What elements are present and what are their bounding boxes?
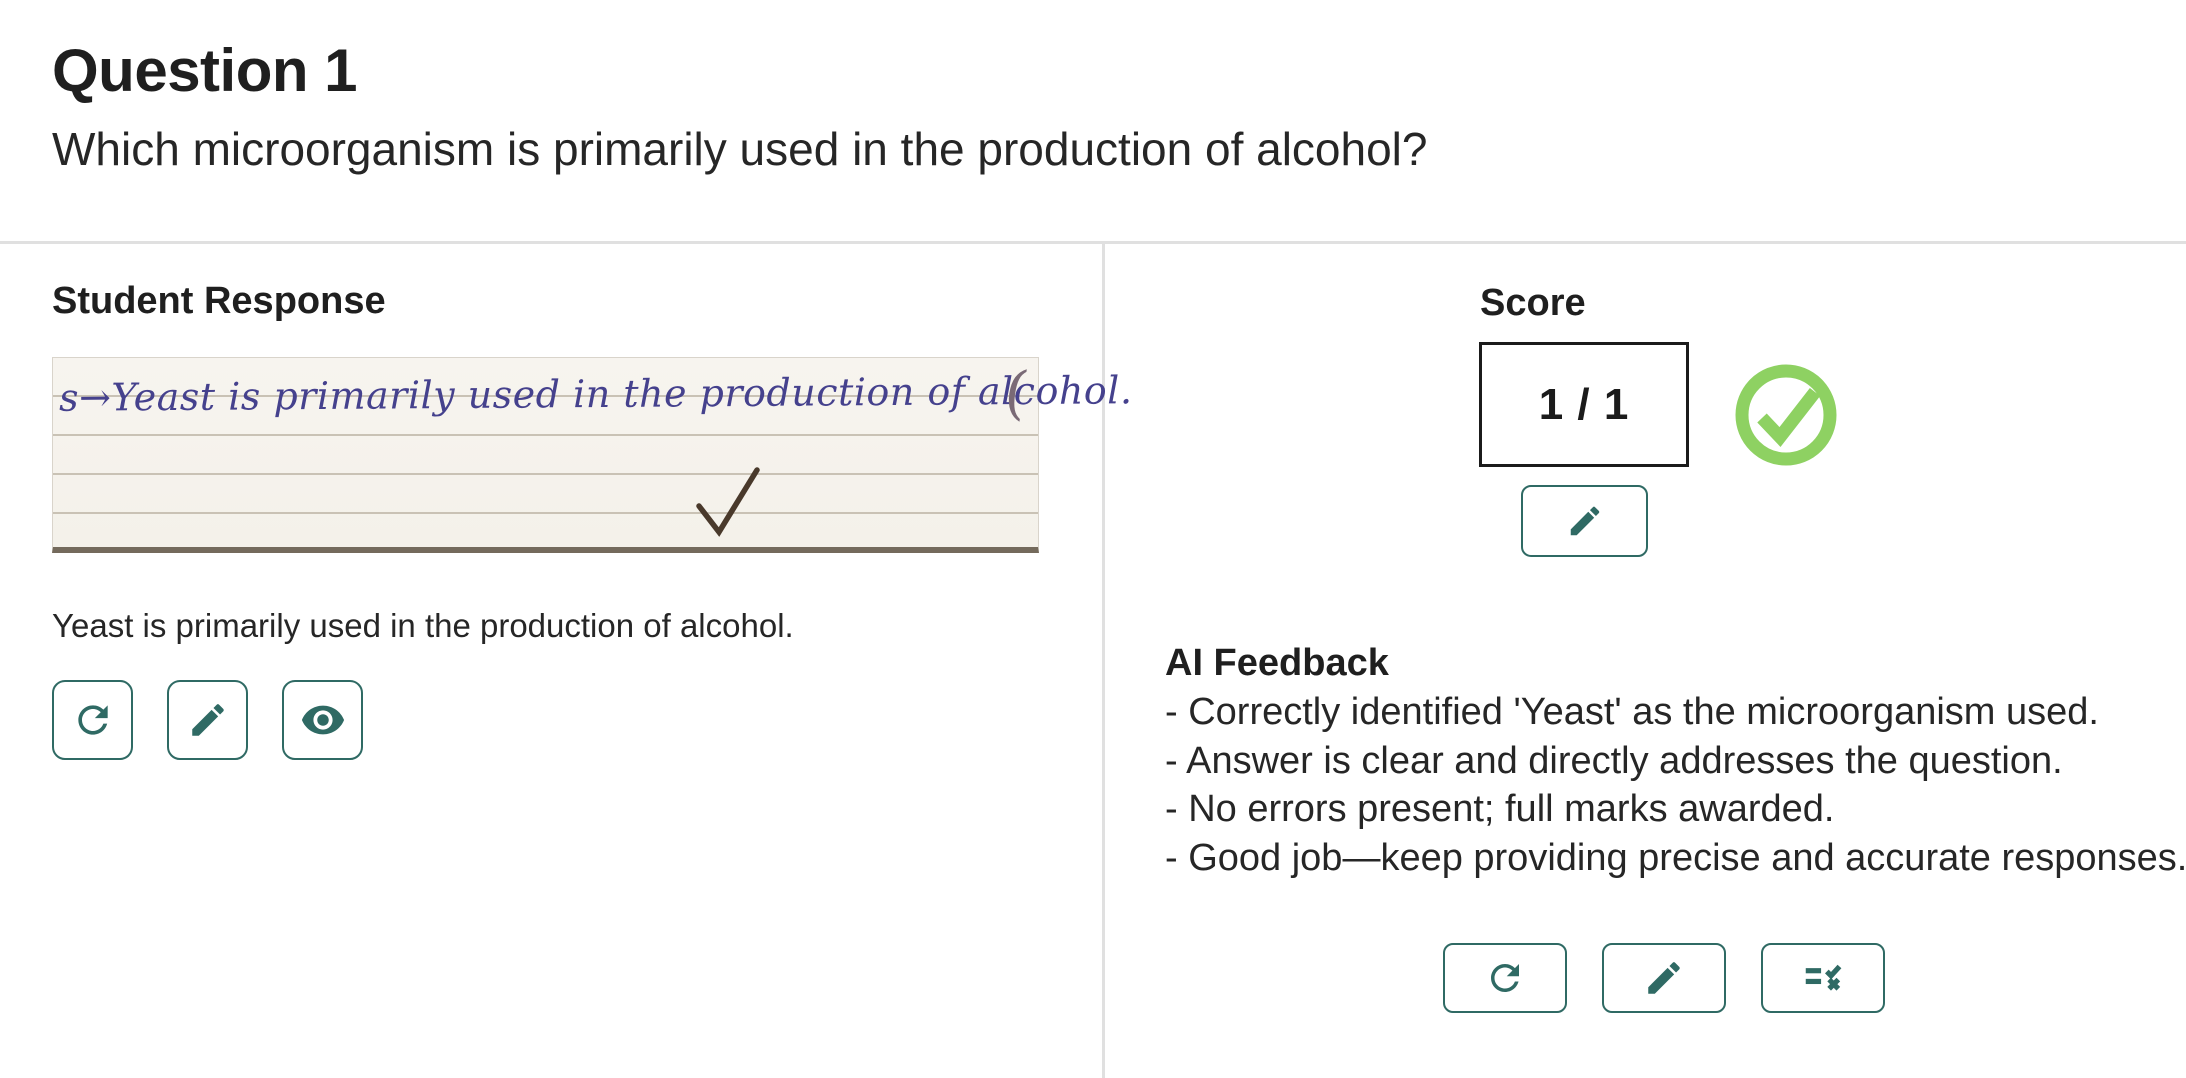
refresh-icon	[1491, 964, 1519, 992]
pencil-icon	[1648, 962, 1680, 994]
ai-feedback-item: - Answer is clear and directly addresses…	[1165, 739, 2063, 782]
transcription-text: Yeast is primarily used in the productio…	[52, 607, 794, 644]
ai-feedback-item: - Correctly identified 'Yeast' as the mi…	[1165, 691, 2099, 733]
vertical-divider	[1102, 244, 1105, 1078]
edit-score-button[interactable]	[1521, 485, 1648, 557]
regenerate-response-button[interactable]	[52, 680, 133, 760]
check-circle-icon	[1735, 364, 1837, 466]
rubric-button[interactable]	[1761, 943, 1885, 1013]
edit-feedback-button[interactable]	[1602, 943, 1726, 1013]
handwritten-text: s→Yeast is primarily used in the product…	[58, 368, 1133, 420]
ai-feedback-item: - No errors present; full marks awarded.	[1165, 788, 1835, 830]
question-title: Question 1	[52, 37, 358, 104]
view-response-button[interactable]	[282, 680, 363, 760]
response-actions	[52, 680, 363, 760]
handwritten-check-icon	[696, 467, 760, 537]
refresh-icon	[77, 705, 108, 735]
student-response-image: s→Yeast is primarily used in the product…	[52, 356, 1133, 553]
student-response-heading: Student Response	[52, 280, 386, 322]
handwritten-curl: (	[1000, 356, 1033, 428]
question-text: Which microorganism is primarily used in…	[52, 123, 1428, 175]
feedback-actions	[1443, 943, 1885, 1013]
edit-response-button[interactable]	[167, 680, 248, 760]
ai-feedback-list: - Correctly identified 'Yeast' as the mi…	[1165, 688, 2186, 882]
score-value: 1 / 1	[1538, 379, 1630, 429]
score-value-box[interactable]: 1 / 1	[1479, 342, 1689, 467]
pencil-icon	[1570, 506, 1599, 536]
regenerate-feedback-button[interactable]	[1443, 943, 1567, 1013]
horizontal-divider	[0, 241, 2186, 244]
ai-feedback-heading: AI Feedback	[1165, 642, 1389, 684]
pencil-icon	[191, 704, 224, 736]
checklist-icon	[1805, 964, 1842, 991]
score-heading: Score	[1480, 282, 1586, 324]
eye-icon	[301, 705, 344, 735]
ai-feedback-item: - Good job—keep providing precise and ac…	[1165, 836, 2186, 879]
